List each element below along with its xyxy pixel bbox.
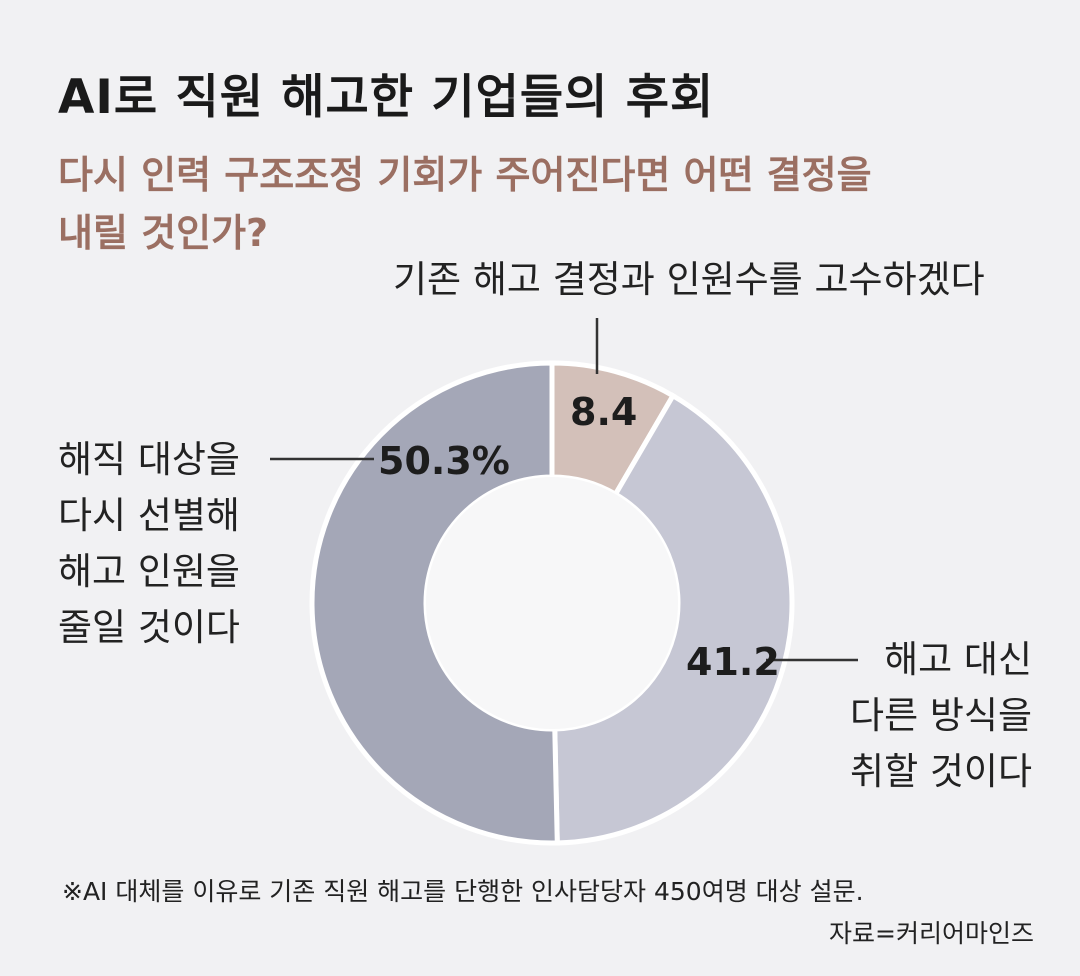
category-label-other-line-1: 해고 대신 (884, 638, 1032, 681)
value-label-reselect: 50.3% (378, 439, 510, 483)
subtitle-line-2: 내릴 것인가? (58, 211, 269, 255)
donut-hole (426, 477, 678, 729)
category-label-reselect-line-4: 줄일 것이다 (58, 606, 240, 649)
category-label-keep-line: 기존 해고 결정과 인원수를 고수하겠다 (393, 258, 985, 301)
category-label-reselect-line-3: 해고 인원을 (58, 550, 240, 593)
subtitle-line-1: 다시 인력 구조조정 기회가 주어진다면 어떤 결정을 (58, 153, 872, 197)
category-label-keep: 기존 해고 결정과 인원수를 고수하겠다 (393, 252, 985, 308)
chart-subtitle: 다시 인력 구조조정 기회가 주어진다면 어떤 결정을 내릴 것인가? (58, 146, 1018, 262)
donut-slice-reselect (309, 360, 560, 846)
category-label-other-line-2: 다른 방식을 (850, 694, 1032, 737)
footnote: ※AI 대체를 이유로 기존 직원 해고를 단행한 인사담당자 450여명 대상… (62, 877, 864, 906)
category-label-other: 해고 대신 다른 방식을 취할 것이다 (850, 632, 1032, 800)
source-credit: 자료=커리어마인즈 (829, 919, 1034, 948)
chart-title: AI로 직원 해고한 기업들의 후회 (58, 70, 715, 125)
category-label-reselect-line-1: 해직 대상을 (58, 438, 240, 481)
category-label-other-line-3: 취할 것이다 (850, 750, 1032, 793)
category-label-reselect: 해직 대상을 다시 선별해 해고 인원을 줄일 것이다 (58, 432, 240, 656)
value-label-keep: 8.4 (570, 390, 638, 434)
category-label-reselect-line-2: 다시 선별해 (58, 494, 240, 537)
value-label-other: 41.2 (686, 640, 780, 684)
